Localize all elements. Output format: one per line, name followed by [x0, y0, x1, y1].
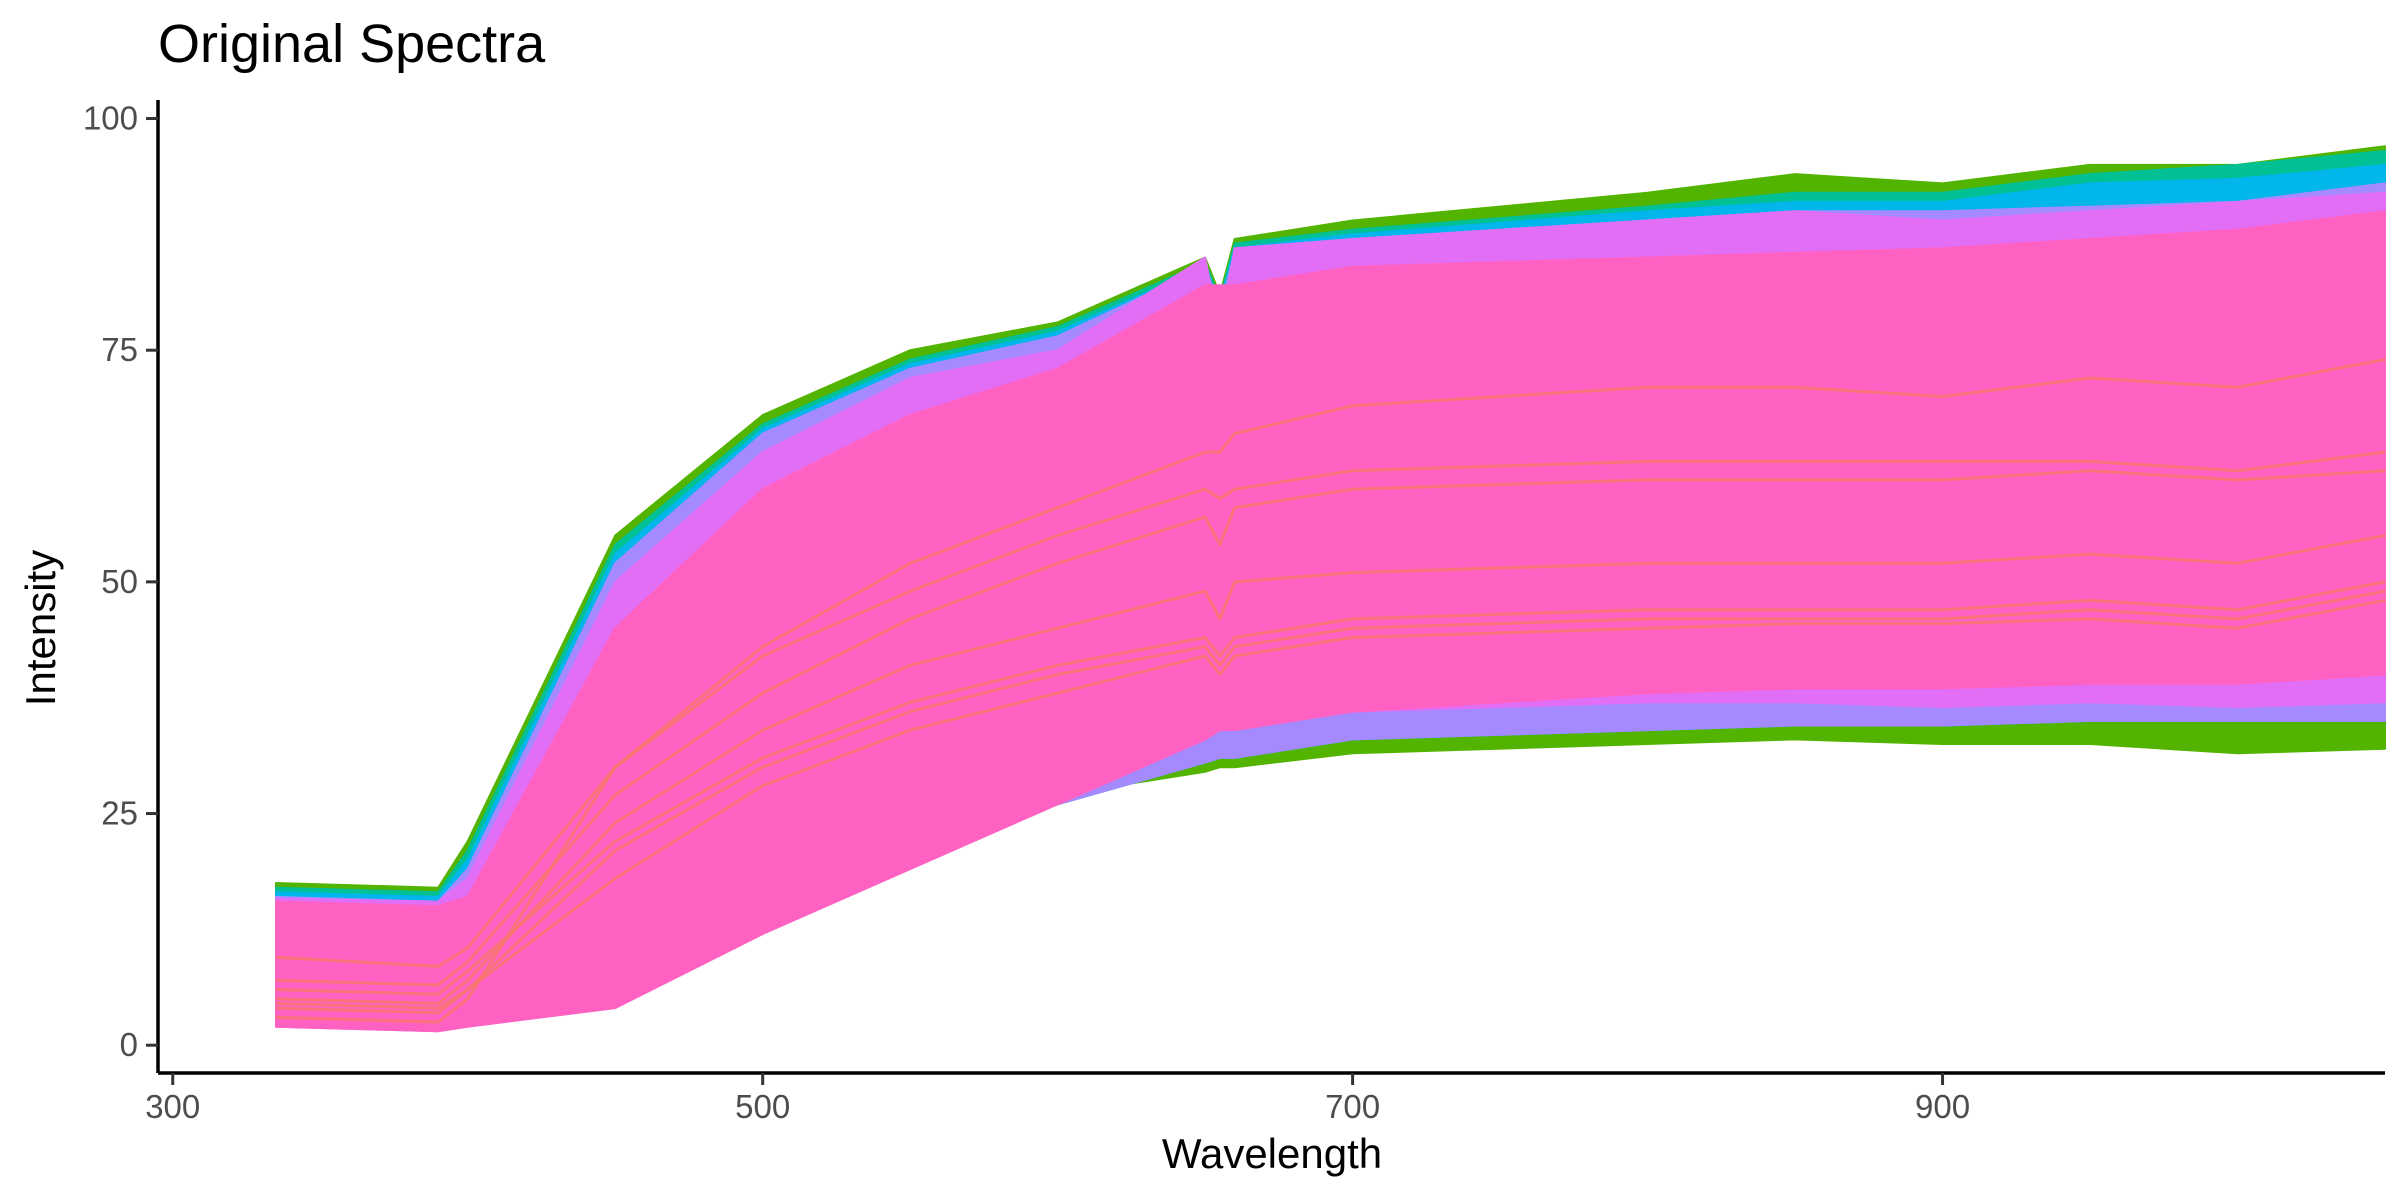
x-axis-label: Wavelength [1162, 1130, 1382, 1177]
x-tick-label: 300 [145, 1088, 200, 1125]
x-tick-label: 500 [735, 1088, 790, 1125]
spectrum-line-5 [275, 598, 2386, 1015]
plot-area [275, 145, 2386, 1033]
spectrum-line-3 [275, 580, 2386, 996]
x-tick-label: 900 [1915, 1088, 1970, 1125]
spectrum-line-6 [275, 358, 2386, 1024]
y-axis-label: Intensity [17, 550, 64, 706]
x-tick-label: 700 [1325, 1088, 1380, 1125]
y-tick-label: 50 [101, 563, 138, 600]
y-tick-label: 25 [101, 795, 138, 832]
spectrum-line-7 [275, 589, 2386, 1010]
chart-title: Original Spectra [158, 14, 546, 74]
y-tick-label: 75 [101, 331, 138, 368]
y-tick-label: 100 [83, 100, 138, 137]
y-tick-label: 0 [120, 1026, 138, 1063]
spectrum-line-1 [275, 450, 2386, 968]
spectrum-line-2 [275, 469, 2386, 987]
axes: 300 500 700 900 0 25 50 75 100 [83, 100, 2385, 1125]
spectrum-line-4 [275, 534, 2386, 1005]
